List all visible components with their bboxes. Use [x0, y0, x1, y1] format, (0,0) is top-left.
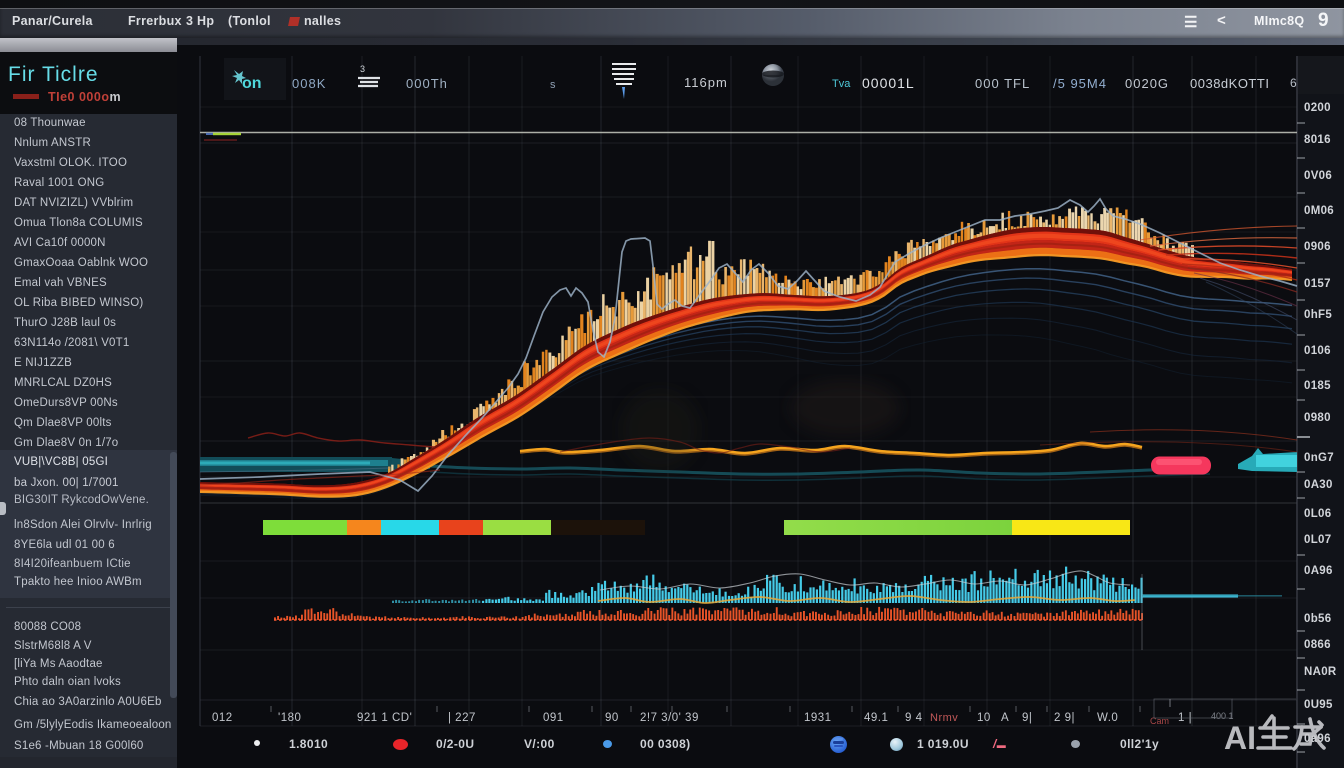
svg-text:000Th: 000Th	[406, 76, 448, 91]
svg-text:0hF5: 0hF5	[1304, 309, 1332, 321]
svg-text:9 4: 9 4	[905, 712, 923, 724]
svg-text:0M06: 0M06	[1304, 205, 1334, 217]
svg-text:9|: 9|	[1022, 712, 1032, 724]
svg-text:8016: 8016	[1304, 134, 1331, 146]
svg-text:0nG7: 0nG7	[1304, 452, 1334, 464]
svg-text:0106: 0106	[1304, 345, 1331, 357]
svg-text:0L06: 0L06	[1304, 508, 1331, 520]
svg-text:0b56: 0b56	[1304, 613, 1331, 625]
svg-text:6: 6	[1290, 76, 1297, 90]
svg-text:0185: 0185	[1304, 380, 1331, 392]
svg-text:2 9|: 2 9|	[1054, 712, 1075, 724]
svg-text:/5 95M4: /5 95M4	[1053, 76, 1107, 91]
svg-text:0V06: 0V06	[1304, 170, 1332, 182]
svg-text:on: on	[242, 75, 262, 92]
svg-text:A: A	[1001, 712, 1009, 724]
svg-text:00001L: 00001L	[862, 75, 915, 91]
svg-text:0A96: 0A96	[1304, 565, 1333, 577]
svg-text:0038dKOTTI: 0038dKOTTI	[1190, 76, 1269, 91]
svg-text:W.0: W.0	[1097, 712, 1118, 724]
svg-text:008K: 008K	[292, 76, 326, 91]
svg-text:0906: 0906	[1304, 241, 1331, 253]
svg-text:90: 90	[605, 712, 619, 724]
svg-text:49.1: 49.1	[864, 712, 888, 724]
svg-text:Tva: Tva	[832, 78, 851, 90]
svg-text:0A30: 0A30	[1304, 479, 1333, 491]
svg-text:012: 012	[212, 712, 233, 724]
svg-text:0980: 0980	[1304, 412, 1331, 424]
svg-text:0157: 0157	[1304, 278, 1331, 290]
svg-text:400 1: 400 1	[1211, 711, 1234, 721]
svg-text:10: 10	[977, 712, 991, 724]
svg-text:0U95: 0U95	[1304, 699, 1333, 711]
svg-text:NA0R: NA0R	[1304, 666, 1337, 678]
svg-text:0866: 0866	[1304, 639, 1331, 651]
svg-text:Cam: Cam	[1150, 716, 1169, 726]
svg-text:1931: 1931	[804, 712, 832, 724]
svg-text:'180: '180	[278, 712, 301, 724]
svg-text:Nrmv: Nrmv	[930, 712, 958, 724]
svg-text:921 1 CD': 921 1 CD'	[357, 712, 412, 724]
svg-text:| 227: | 227	[448, 712, 476, 724]
svg-text:0200: 0200	[1304, 102, 1331, 114]
svg-text:0L07: 0L07	[1304, 534, 1331, 546]
svg-text:AI: AI	[1224, 720, 1256, 756]
svg-text:3: 3	[360, 64, 365, 74]
svg-text:s: s	[550, 79, 556, 91]
svg-text:000 TFL: 000 TFL	[975, 76, 1030, 91]
svg-text:091: 091	[543, 712, 564, 724]
svg-text:2!7 3/0' 39: 2!7 3/0' 39	[640, 712, 699, 724]
svg-text:0020G: 0020G	[1125, 76, 1169, 91]
svg-text:116pm: 116pm	[684, 75, 728, 90]
